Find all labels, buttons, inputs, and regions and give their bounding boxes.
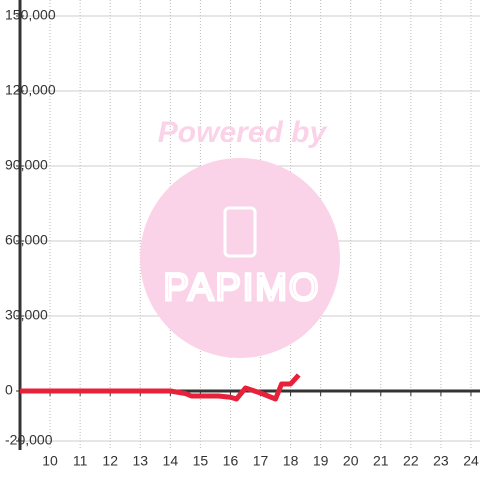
y-tick-label: 0 — [5, 382, 13, 398]
x-tick-label: 19 — [313, 453, 329, 469]
phone-icon — [223, 206, 257, 258]
x-tick-label: 24 — [463, 453, 479, 469]
x-tick-label: 16 — [223, 453, 239, 469]
data-line — [20, 373, 301, 402]
x-tick-label: 14 — [163, 453, 179, 469]
x-tick-label: 18 — [283, 453, 299, 469]
x-tick-label: 21 — [373, 453, 389, 469]
y-tick-label: -20,000 — [5, 432, 53, 448]
x-tick-label: 13 — [132, 453, 148, 469]
x-tick-label: 23 — [433, 453, 449, 469]
y-tick-label: 90,000 — [5, 157, 48, 173]
watermark-text: Powered by — [158, 116, 328, 149]
x-tick-label: 20 — [343, 453, 359, 469]
y-tick-label: 120,000 — [5, 82, 56, 98]
y-tick-label: 30,000 — [5, 307, 48, 323]
x-tick-label: 11 — [73, 453, 88, 469]
x-tick-label: 12 — [102, 453, 118, 469]
watermark-circle — [140, 158, 340, 358]
watermark-logo: PAPIMO — [164, 267, 321, 309]
y-tick-label: 60,000 — [5, 232, 48, 248]
watermark: Powered by PAPIMO — [140, 116, 340, 358]
x-tick-label: 10 — [42, 453, 58, 469]
x-tick-label: 17 — [253, 453, 269, 469]
x-tick-label: 22 — [403, 453, 419, 469]
x-tick-label: 15 — [193, 453, 209, 469]
y-tick-label: 150,000 — [5, 7, 56, 23]
